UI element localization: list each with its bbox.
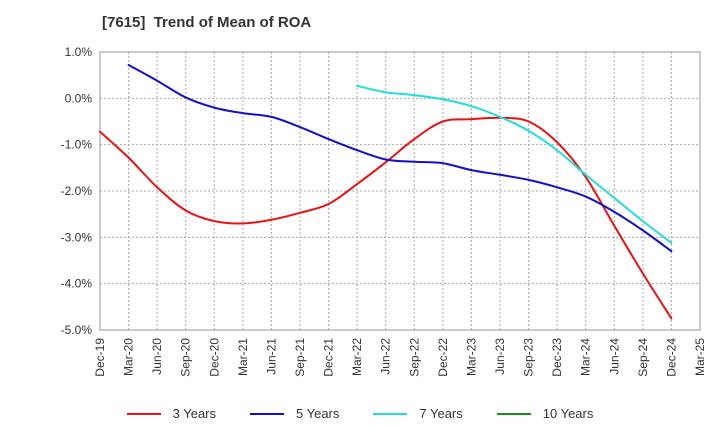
y-tick-label: -3.0% bbox=[61, 230, 93, 244]
y-axis: 1.0% 0.0% -1.0% -2.0% -3.0% -4.0% -5.0% bbox=[61, 45, 93, 337]
series-line-5-years bbox=[127, 63, 673, 253]
x-tick-label: Mar-25 bbox=[693, 338, 707, 376]
y-tick-label: -1.0% bbox=[61, 138, 93, 152]
legend-label: 3 Years bbox=[172, 406, 216, 421]
x-tick-label: Dec-21 bbox=[322, 338, 336, 377]
legend-item-3-years: 3 Years bbox=[126, 406, 216, 421]
x-tick-label: Mar-21 bbox=[236, 338, 250, 376]
legend-swatch bbox=[373, 412, 408, 415]
x-tick-label: Jun-23 bbox=[493, 338, 507, 375]
y-tick-label: -4.0% bbox=[61, 277, 93, 291]
x-tick-label: Jun-24 bbox=[607, 338, 621, 375]
x-tick-label: Jun-20 bbox=[150, 338, 164, 375]
series-line-3-years bbox=[99, 116, 673, 320]
legend-item-5-years: 5 Years bbox=[250, 406, 339, 421]
x-tick-label: Jun-22 bbox=[379, 338, 393, 375]
legend-item-10-years: 10 Years bbox=[496, 406, 594, 421]
x-tick-label: Jun-21 bbox=[264, 338, 278, 375]
x-tick-label: Dec-19 bbox=[93, 338, 107, 377]
x-tick-label: Dec-23 bbox=[550, 338, 564, 377]
legend-label: 7 Years bbox=[419, 406, 463, 421]
plot-frame bbox=[99, 51, 701, 331]
x-tick-label: Sep-21 bbox=[293, 338, 307, 377]
legend-swatch bbox=[250, 412, 284, 415]
x-tick-label: Mar-23 bbox=[464, 338, 478, 376]
y-tick-label: -2.0% bbox=[61, 184, 93, 198]
legend-label: 10 Years bbox=[542, 406, 594, 421]
legend-swatch bbox=[496, 412, 531, 415]
x-tick-label: Sep-23 bbox=[522, 338, 536, 377]
x-tick-label: Dec-24 bbox=[664, 338, 678, 377]
legend-item-7-years: 7 Years bbox=[373, 406, 463, 421]
x-tick-label: Mar-24 bbox=[579, 338, 593, 376]
chart-title: [7615] Trend of Mean of ROA bbox=[102, 14, 312, 31]
x-tick-label: Dec-20 bbox=[207, 338, 221, 377]
x-axis: Dec-19 Mar-20 Jun-20 Sep-20 Dec-20 Mar-21 Jun-… bbox=[93, 338, 707, 377]
x-tick-label: Sep-24 bbox=[636, 338, 650, 377]
x-tick-label: Mar-20 bbox=[122, 338, 136, 376]
series-lines bbox=[99, 63, 673, 320]
x-tick-label: Sep-20 bbox=[179, 338, 193, 377]
legend-swatch bbox=[126, 412, 161, 415]
y-tick-label: 1.0% bbox=[65, 45, 93, 59]
y-tick-label: -5.0% bbox=[61, 323, 93, 337]
x-tick-label: Dec-22 bbox=[436, 338, 450, 377]
y-tick-label: 0.0% bbox=[65, 91, 93, 105]
series-line-7-years bbox=[356, 84, 673, 244]
legend: 3 Years 5 Years 7 Years 10 Years bbox=[0, 406, 720, 421]
x-tick-label: Mar-22 bbox=[350, 338, 364, 376]
x-tick-label: Sep-22 bbox=[407, 338, 421, 377]
legend-label: 5 Years bbox=[296, 406, 340, 421]
